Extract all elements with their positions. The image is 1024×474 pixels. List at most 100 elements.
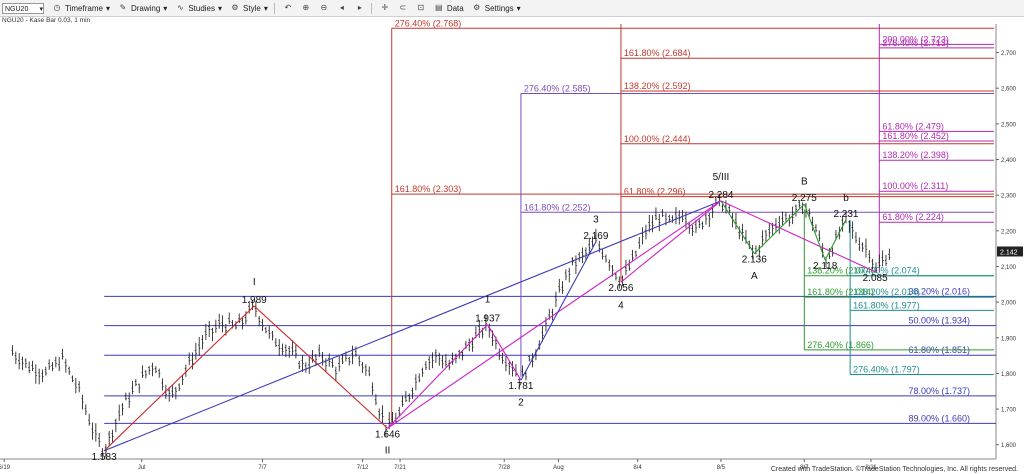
last-price-badge bbox=[997, 246, 1023, 257]
zoom-out-icon: ⊖ bbox=[320, 3, 328, 12]
toolbar-divider bbox=[370, 2, 372, 14]
x-tick-label: 8/5 bbox=[717, 465, 726, 471]
wave-label: II bbox=[385, 446, 391, 457]
wave-label: 5/III bbox=[713, 172, 730, 183]
red-fib-label: 161.80% (2.303) bbox=[395, 184, 462, 194]
wave-line bbox=[803, 203, 826, 261]
data-icon: ▤ bbox=[435, 3, 443, 12]
style-menu[interactable]: ⚙ Style ▾ bbox=[230, 3, 267, 13]
magnet-button[interactable]: ⊂ bbox=[398, 3, 408, 13]
last-price-label: 2.142 bbox=[1000, 249, 1018, 256]
data-menu[interactable]: ▤ Data bbox=[434, 3, 464, 13]
wave-line bbox=[824, 219, 847, 261]
magenta-fib-label: 61.80% (2.224) bbox=[882, 212, 944, 222]
teal-fib-label: 138.20% (2.014) bbox=[853, 287, 920, 297]
blue-fib-label: 38.20% (2.016) bbox=[908, 286, 970, 296]
settings-menu[interactable]: ⚙ Settings ▾ bbox=[472, 3, 521, 13]
pencil-icon: ✎ bbox=[119, 3, 127, 12]
zoom-out-button[interactable]: ⊖ bbox=[319, 3, 329, 13]
wave-line bbox=[720, 200, 755, 254]
magnet-icon: ⊂ bbox=[399, 3, 407, 12]
wave-label: 2.169 bbox=[583, 231, 608, 242]
red-short-fib-label: 138.20% (2.592) bbox=[624, 81, 691, 91]
crosshair-button[interactable]: ✛ bbox=[380, 3, 390, 13]
x-tick-label: 8/7 bbox=[800, 465, 809, 471]
wave-line bbox=[253, 305, 388, 429]
y-tick-label: 2,000 bbox=[1001, 301, 1017, 307]
drawing-label: Drawing bbox=[130, 3, 161, 13]
x-tick-label: Aug bbox=[553, 465, 564, 471]
wave-label: 2.118 bbox=[813, 261, 838, 272]
x-tick-label: 8/11 bbox=[865, 465, 877, 471]
green-fib-label: 161.80% (2.014) bbox=[807, 287, 874, 297]
wave-label: A bbox=[751, 271, 758, 282]
undo-button[interactable]: ↶ bbox=[283, 3, 293, 13]
chart-subtitle: NGU20 - Kase Bar 0.03, 1 min bbox=[2, 17, 91, 24]
red-short-fib-label: 61.80% (2.296) bbox=[624, 187, 686, 197]
studies-chevron-icon: ▾ bbox=[218, 3, 223, 13]
lock-button[interactable]: ⊡ bbox=[416, 3, 426, 13]
wave-line bbox=[620, 200, 722, 283]
channel-line bbox=[103, 200, 722, 452]
x-tick-label: 7/7 bbox=[258, 465, 267, 471]
arrow-left-icon: ◂ bbox=[339, 3, 344, 12]
red-fib-label: 276.40% (2.768) bbox=[395, 18, 462, 28]
magenta-fib-label: 138.20% (2.398) bbox=[882, 150, 949, 160]
wave-label: B bbox=[801, 176, 808, 187]
wave-line bbox=[487, 324, 522, 381]
settings-label: Settings bbox=[484, 3, 514, 13]
wave-line bbox=[387, 200, 722, 429]
y-tick-label: 1,800 bbox=[1001, 372, 1017, 378]
timeframe-menu[interactable]: ◷ Timeframe ▾ bbox=[52, 3, 110, 13]
wave-label: 2 bbox=[518, 398, 524, 409]
zoom-in-button[interactable]: ⊕ bbox=[301, 3, 311, 13]
wave-label: 1.989 bbox=[242, 295, 267, 306]
credit-text: Created with TradeStation. ©TradeStation… bbox=[770, 466, 1018, 473]
toolbar-divider bbox=[273, 2, 275, 14]
data-label: Data bbox=[446, 3, 464, 13]
scroll-right-button[interactable]: ▸ bbox=[355, 3, 365, 13]
studies-menu[interactable]: ∿ Studies ▾ bbox=[175, 3, 222, 13]
wave-line bbox=[720, 200, 876, 273]
wave-label: 4 bbox=[618, 300, 624, 311]
symbol-input[interactable]: NGU20 ▾ bbox=[2, 2, 44, 14]
wave-label: 2.284 bbox=[708, 190, 733, 201]
clock-icon: ◷ bbox=[53, 3, 61, 12]
y-tick-label: 1,700 bbox=[1001, 408, 1017, 414]
green-fib-label: 276.40% (1.866) bbox=[807, 340, 874, 350]
drawing-menu[interactable]: ✎ Drawing ▾ bbox=[118, 3, 168, 13]
magenta-fib-label: 276.40% (2.713) bbox=[882, 38, 949, 48]
x-tick-label: 7/28 bbox=[498, 465, 510, 471]
toolbar: NGU20 ▾ ◷ Timeframe ▾ ✎ Drawing ▾ ∿ Stud… bbox=[0, 0, 1024, 17]
wave-line bbox=[753, 203, 805, 255]
magenta-fib-label: 61.80% (2.479) bbox=[882, 121, 944, 131]
gear-icon: ⚙ bbox=[231, 3, 239, 12]
studies-icon: ∿ bbox=[176, 3, 184, 12]
wave-label: 2.056 bbox=[608, 283, 633, 294]
x-tick-label: 8/4 bbox=[633, 465, 642, 471]
wave-label: 2.275 bbox=[792, 193, 817, 204]
green-fib-label: 138.20% (2.074) bbox=[807, 266, 874, 276]
y-tick-label: 1,600 bbox=[1001, 443, 1017, 449]
y-tick-label: 2,600 bbox=[1001, 87, 1017, 93]
wave-label: b bbox=[843, 193, 849, 204]
wave-label: 2.136 bbox=[742, 255, 767, 266]
magenta-fib-label: 200.00% (2.723) bbox=[882, 34, 949, 44]
wave-label: 1.583 bbox=[92, 452, 117, 463]
blue-fib-label: 89.00% (1.660) bbox=[908, 413, 970, 423]
blue-fib-label: 78.00% (1.737) bbox=[908, 386, 970, 396]
drawing-chevron-icon: ▾ bbox=[163, 3, 168, 13]
x-tick-label: 7/12 bbox=[357, 465, 369, 471]
lock-icon: ⊡ bbox=[417, 3, 425, 12]
symbol-value: NGU20 bbox=[5, 5, 29, 13]
wave-label: 1.781 bbox=[508, 381, 533, 392]
symbol-dropdown-icon[interactable]: ▾ bbox=[39, 5, 43, 13]
style-label: Style bbox=[243, 3, 261, 13]
magenta-fib-label: 161.80% (2.452) bbox=[882, 131, 949, 141]
x-tick-label: 6/19 bbox=[0, 465, 11, 471]
y-tick-label: 2,500 bbox=[1001, 122, 1017, 128]
wave-line bbox=[520, 241, 597, 381]
scroll-left-button[interactable]: ◂ bbox=[337, 3, 347, 13]
studies-label: Studies bbox=[188, 3, 215, 13]
